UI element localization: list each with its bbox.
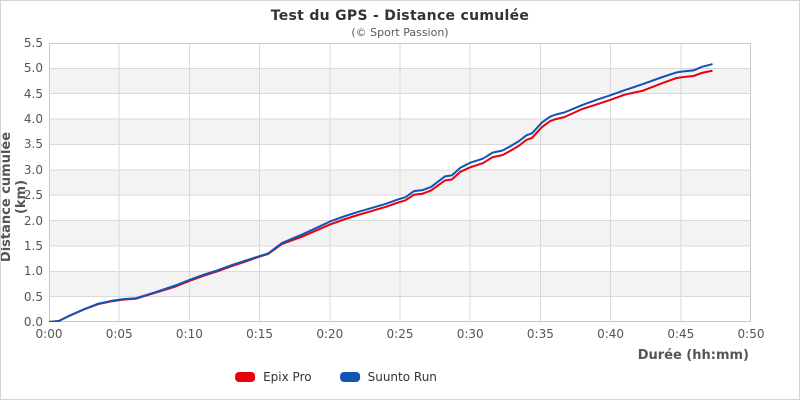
x-axis-title: Durée (hh:mm) [637,348,749,363]
legend-item-suunto-run[interactable]: Suunto Run [339,370,437,384]
x-tick-label: 0:10 [175,327,203,341]
y-tick-label: 3.0 [23,162,43,177]
x-tick-label: 0:25 [386,327,414,341]
y-tick-label: 1.0 [23,264,43,279]
y-tick-label: 0.5 [23,289,43,304]
chart-subtitle: (© Sport Passion) [351,26,449,39]
legend-label-epix-pro: Epix Pro [263,370,312,384]
legend: Epix Pro Suunto Run [235,370,437,384]
x-tick-label: 0:15 [246,327,274,341]
plot-border [49,43,751,322]
y-tick-label: 5.5 [23,36,43,50]
epix-pro-color-swatch [235,372,256,382]
chart-title: Test du GPS - Distance cumulée [270,8,530,24]
legend-label-suunto-run: Suunto Run [367,370,437,384]
suunto-run-color-swatch [339,372,360,382]
y-tick-label: 1.5 [23,238,43,253]
x-tick-label: 0:35 [526,327,554,341]
x-tick-label: 0:45 [667,327,695,341]
y-tick-label: 4.0 [23,112,43,127]
y-tick-label: 2.5 [23,188,43,203]
x-tick-label: 0:50 [737,327,765,341]
legend-item-epix-pro[interactable]: Epix Pro [235,370,312,384]
series-line-suunto-run [49,63,713,322]
x-tick-label: 0:40 [597,327,625,341]
y-tick-label: 0.0 [23,315,43,329]
x-tick-label: 0:20 [316,327,344,341]
x-tick-label: 0:00 [35,327,63,341]
x-tick-label: 0:05 [105,327,133,341]
x-tick-label: 0:30 [456,327,484,341]
y-tick-label: 3.5 [23,137,43,152]
plot-area [49,43,751,322]
y-tick-label: 4.5 [23,86,43,101]
y-tick-label: 5.0 [23,61,43,76]
y-tick-label: 2.0 [23,213,43,228]
